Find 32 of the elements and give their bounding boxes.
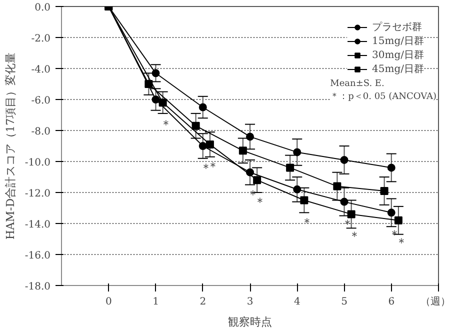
annotation: ＊ (160, 118, 172, 132)
y-tick-label: -2.0 (31, 34, 51, 44)
annotation: ＊ (395, 235, 408, 250)
x-tick-label: 1 (152, 296, 159, 308)
y-tick-label: -18.0 (24, 282, 51, 292)
y-tick-label: -16.0 (24, 250, 51, 262)
x-tick-label: 5 (341, 296, 348, 308)
annotation: ＊ (348, 229, 360, 244)
annotation: ＊ (254, 195, 266, 210)
y-tick-label: -10.0 (24, 158, 51, 168)
annotation: Mean±S. E. (330, 79, 384, 89)
x-tick-label: 3 (246, 296, 254, 308)
x-tick-label: 4 (294, 296, 300, 308)
x-tick-label: 2 (200, 296, 206, 308)
y-tick-label: -4.0 (31, 64, 51, 76)
legend-label: 45mg/日群 (372, 63, 424, 76)
y-tick-label: -8.0 (31, 126, 51, 138)
legend-label: プラセボ群 (372, 20, 422, 34)
y-tick-label: -12.0 (24, 188, 51, 200)
annotation: ＊ (200, 161, 212, 175)
x-tick-label: 6 (388, 296, 395, 308)
y-tick-label: 0.0 (34, 2, 51, 14)
annotation: ＊：p＜0. 05 (ANCOVA) (330, 92, 437, 102)
y-tick-label: -14.0 (24, 220, 51, 230)
legend-label: 30mg/日群 (372, 49, 424, 62)
x-tick-label: （週） (420, 296, 450, 308)
y-axis-title: HAM-D合計スコア（17項目）変化量 (4, 52, 17, 240)
annotation: ＊ (301, 215, 314, 230)
x-tick-label: 0 (105, 296, 112, 308)
legend-label: 15mg/日群 (372, 35, 424, 48)
y-tick-label: -6.0 (31, 96, 51, 106)
x-axis-title: 観察時点 (228, 316, 272, 328)
